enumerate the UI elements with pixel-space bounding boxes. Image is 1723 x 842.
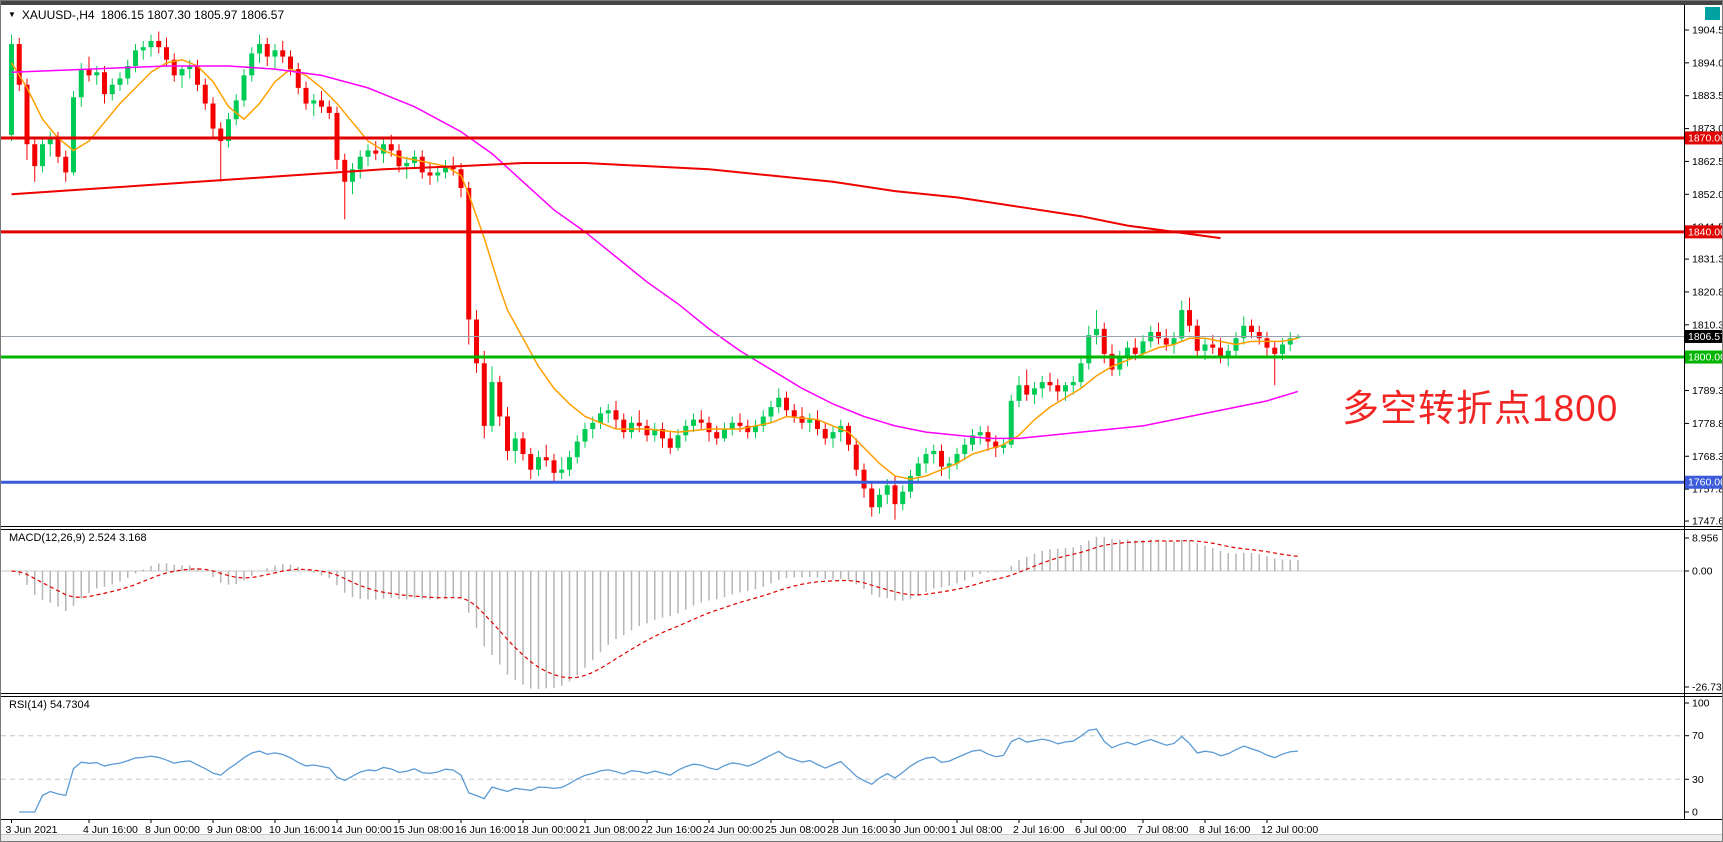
- candles: [9, 31, 1301, 520]
- time-tick-label: 7 Jul 08:00: [1137, 824, 1189, 836]
- current-price-badge-label: 1806.57: [1688, 331, 1723, 343]
- hline-1870.00-badge: [1685, 131, 1722, 145]
- hline-1840.00-badge: [1685, 225, 1722, 239]
- ma-mid-line: [11, 65, 1299, 440]
- price-axis[interactable]: 1904.501894.001883.501873.001862.501852.…: [1684, 24, 1723, 528]
- time-tick-label: 6 Jul 00:00: [1075, 824, 1127, 836]
- price-tick-label: 1862.50: [1692, 156, 1723, 168]
- price-tick-label: 1789.30: [1692, 385, 1723, 397]
- hline-1800.00-badge: [1685, 350, 1722, 364]
- price-tick-label: 1894.00: [1692, 57, 1723, 69]
- time-tick-label: 2 Jul 16:00: [1013, 824, 1065, 836]
- teal-corner-box: [1705, 7, 1720, 20]
- macd-indicator-label: MACD(12,26,9) 2.524 3.168: [9, 532, 147, 544]
- macd-histogram: [18, 536, 1299, 689]
- time-tick-label: 16 Jun 16:00: [455, 824, 516, 836]
- hline-1800.00-badge-label: 1800.00: [1688, 352, 1723, 364]
- macd-tick-label: 0.00: [1692, 566, 1713, 578]
- time-tick-label: 1 Jul 08:00: [951, 824, 1003, 836]
- chart-title-bar: ▼ XAUUSD-,H4 1806.15 1807.30 1805.97 180…: [8, 8, 284, 22]
- time-tick-label: 24 Jun 00:00: [703, 824, 764, 836]
- time-tick-label: 15 Jun 08:00: [393, 824, 454, 836]
- time-tick-label: 4 Jun 16:00: [83, 824, 138, 836]
- time-tick-label: 8 Jun 00:00: [145, 824, 200, 836]
- time-tick-label: 12 Jul 00:00: [1261, 824, 1318, 836]
- rsi-indicator-label: RSI(14) 54.7304: [9, 699, 90, 711]
- macd-signal-line: [11, 540, 1299, 679]
- time-tick-label: 14 Jun 00:00: [331, 824, 392, 836]
- time-axis[interactable]: 3 Jun 2021 4 Jun 16:00 8 Jun 00:00 9 Jun 08…: [6, 819, 1319, 836]
- price-tick-label: 1820.80: [1692, 286, 1723, 298]
- time-tick-label: 10 Jun 16:00: [269, 824, 330, 836]
- rsi-tick-label: 30: [1692, 774, 1704, 786]
- price-tick-label: 1852.00: [1692, 189, 1723, 201]
- rsi-axis[interactable]: 100 70 30 0: [1684, 698, 1710, 819]
- price-tick-label: 1768.30: [1692, 451, 1723, 463]
- rsi-line: [19, 728, 1299, 813]
- ohlc-values: 1806.15 1807.30 1805.97 1806.57: [100, 8, 285, 22]
- footer-strip: [1, 834, 1722, 841]
- price-tick-label: 1747.60: [1692, 516, 1723, 528]
- hline-1760.00-badge: [1685, 475, 1722, 489]
- hline-1870.00-badge-label: 1870.00: [1688, 132, 1723, 144]
- price-tick-label: 1831.30: [1692, 254, 1723, 266]
- time-tick-label: 25 Jun 08:00: [765, 824, 826, 836]
- panel-separators: [1, 5, 1722, 820]
- rsi-tick-label: 0: [1692, 807, 1698, 819]
- rsi-tick-label: 70: [1692, 730, 1704, 742]
- price-tick-label: 1883.50: [1692, 90, 1723, 102]
- time-tick-label: 22 Jun 16:00: [641, 824, 702, 836]
- macd-tick-label: 8.956: [1692, 533, 1718, 545]
- macd-panel[interactable]: [1, 536, 1684, 689]
- ma-fast-line: [10, 58, 1299, 480]
- time-tick-label: 21 Jun 08:00: [579, 824, 640, 836]
- time-tick-label: 28 Jun 16:00: [827, 824, 888, 836]
- price-tick-label: 1904.50: [1692, 24, 1723, 36]
- hline-1840.00-badge-label: 1840.00: [1688, 226, 1723, 238]
- rsi-tick-label: 100: [1692, 698, 1710, 710]
- price-tick-label: 1810.30: [1692, 319, 1723, 331]
- time-tick-label: 30 Jun 00:00: [889, 824, 950, 836]
- symbol-timeframe-label: XAUUSD-,H4: [21, 8, 95, 22]
- rsi-panel[interactable]: [1, 728, 1684, 813]
- ma-slow-line: [11, 161, 1221, 240]
- macd-tick-label: -26.731: [1692, 682, 1723, 694]
- window-top-strip: [1, 1, 1722, 5]
- chart-dropdown-icon[interactable]: ▼: [8, 10, 16, 19]
- time-tick-label: 8 Jul 16:00: [1199, 824, 1251, 836]
- price-tick-label: 1778.80: [1692, 418, 1723, 430]
- main-chart-panel[interactable]: [1, 31, 1684, 520]
- time-tick-label: 18 Jun 00:00: [517, 824, 578, 836]
- time-tick-label: 3 Jun 2021: [6, 824, 58, 836]
- current-price-badge: [1685, 329, 1722, 343]
- hline-1760.00-badge-label: 1760.00: [1688, 477, 1723, 489]
- text-annotation[interactable]: 多空转折点1800: [1342, 388, 1619, 429]
- time-tick-label: 9 Jun 08:00: [207, 824, 262, 836]
- macd-axis[interactable]: 8.956 0.00 -26.731: [1684, 533, 1723, 694]
